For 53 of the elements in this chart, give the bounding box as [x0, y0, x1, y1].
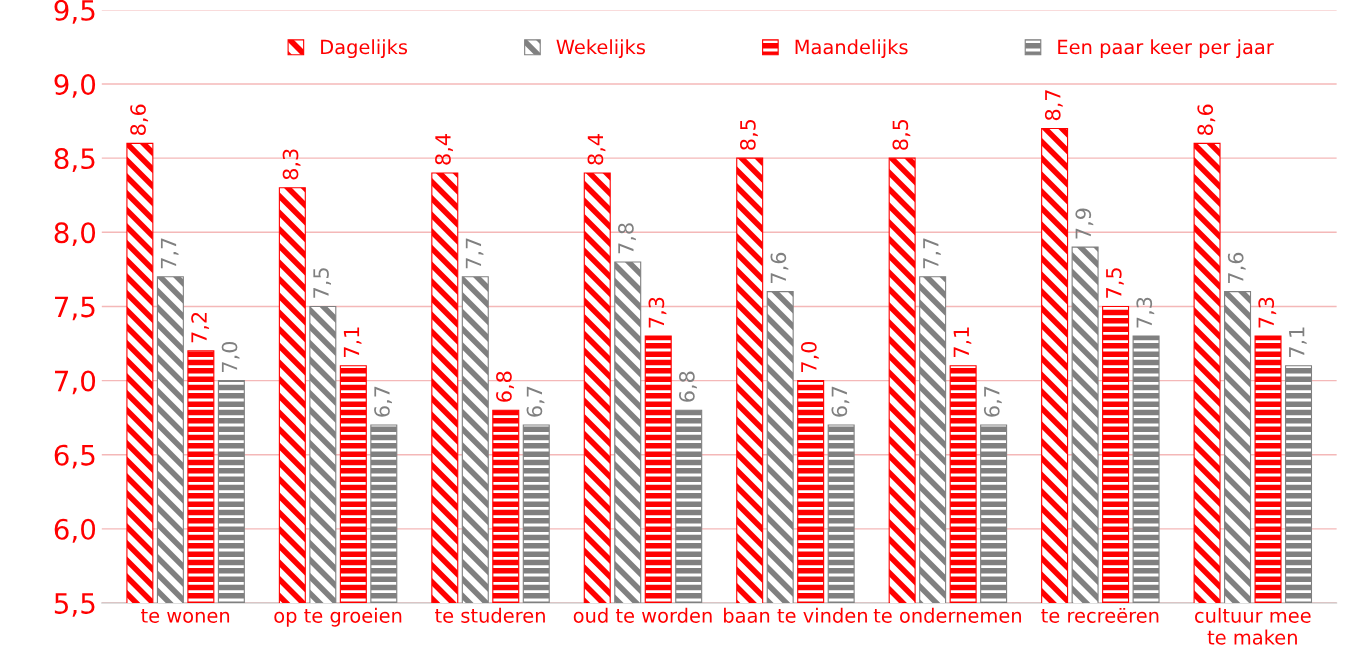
data-label: 7,0: [221, 341, 240, 372]
legend-label: Dagelijks: [321, 39, 408, 59]
x-tick-label: te studeren: [435, 607, 545, 623]
data-label: 6,8: [496, 371, 514, 402]
data-label: 6,7: [374, 386, 392, 417]
data-label: 7,3: [648, 297, 667, 328]
data-label: 8,6: [130, 104, 149, 135]
x-tick-label: baan te vinden: [724, 607, 867, 623]
data-label: 6,7: [526, 386, 545, 417]
y-tick-label: 6,5: [54, 444, 95, 469]
y-tick-label: 8,5: [54, 148, 95, 172]
data-label: 7,7: [923, 238, 941, 269]
y-tick-label: 7,0: [55, 370, 96, 395]
legend-label: Een paar keer per jaar: [1058, 39, 1274, 59]
x-tick-label: cultuur mee te maken: [1195, 607, 1311, 645]
data-label: 7,1: [1289, 327, 1307, 358]
y-tick-label: 9,5: [54, 0, 95, 24]
data-label: 6,7: [983, 386, 1002, 417]
legend-label: Wekelijks: [556, 39, 645, 59]
data-label: 7,6: [770, 252, 789, 283]
x-tick-label: te wonen: [141, 608, 230, 623]
data-label: 7,3: [1258, 297, 1277, 328]
legend-label: Maandelijks: [795, 39, 908, 59]
x-tick-label: te recreëren: [1041, 607, 1159, 623]
x-tick-label: op te groeien: [274, 607, 402, 627]
data-label: 8,4: [587, 134, 606, 165]
data-label: 7,5: [313, 268, 331, 298]
data-label: 7,7: [160, 238, 179, 269]
y-tick-label: 6,0: [54, 518, 96, 543]
data-label: 7,8: [618, 223, 636, 254]
data-label: 8,3: [282, 149, 301, 180]
data-label: 7,5: [1106, 268, 1124, 298]
data-label: 8,5: [892, 119, 911, 150]
data-label: 7,3: [1136, 297, 1155, 328]
y-tick-label: 8,0: [54, 222, 96, 247]
data-label: 8,6: [1197, 104, 1216, 135]
x-tick-label: te ondernemen: [873, 607, 1021, 623]
data-label: 7,9: [1075, 208, 1094, 239]
y-tick-label: 7,5: [55, 296, 95, 321]
data-label: 7,6: [1227, 252, 1246, 283]
data-label: 6,7: [831, 386, 850, 417]
data-label: 7,1: [343, 327, 362, 358]
y-tick-label: 9,0: [54, 73, 96, 98]
x-tick-label: oud te worden: [573, 607, 712, 623]
data-label: 8,7: [1044, 90, 1063, 121]
data-label: 7,1: [953, 327, 972, 358]
data-label: 6,8: [679, 371, 697, 402]
data-label: 8,4: [435, 134, 453, 165]
y-tick-label: 5,5: [54, 593, 95, 617]
data-label: 8,5: [739, 119, 758, 150]
data-label: 7,0: [800, 341, 819, 372]
data-label: 7,2: [191, 312, 210, 343]
data-label: 7,7: [465, 238, 484, 269]
